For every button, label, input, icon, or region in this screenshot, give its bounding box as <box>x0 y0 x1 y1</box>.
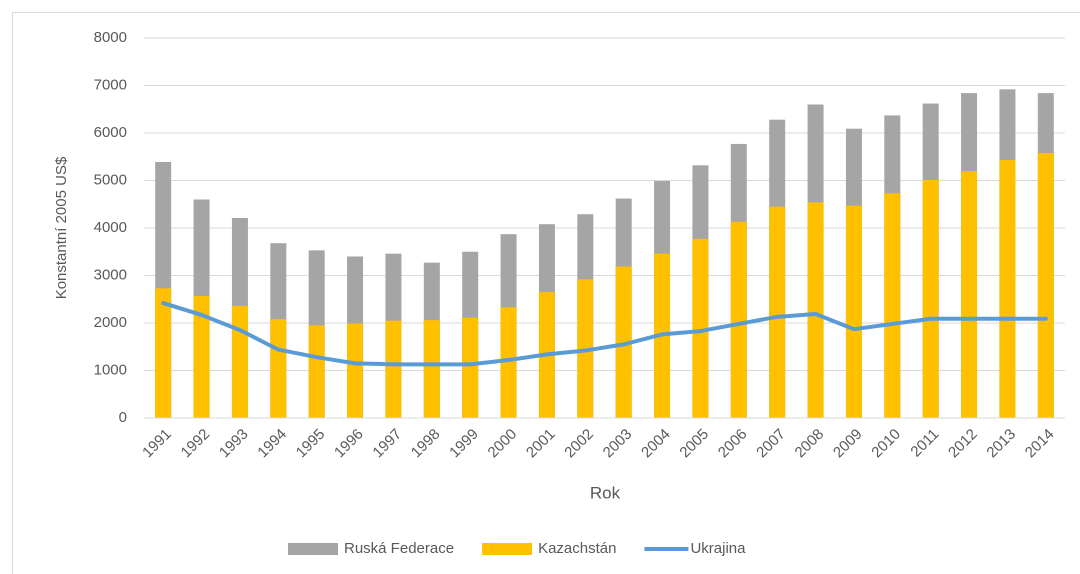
x-tick-label: 2006 <box>715 426 751 462</box>
x-tick-label: 2000 <box>485 426 521 462</box>
x-tick-label: 2009 <box>830 426 866 462</box>
legend-swatch <box>482 543 533 555</box>
y-tick-label: 0 <box>119 409 127 426</box>
line <box>161 301 1048 367</box>
y-tick-label: 4000 <box>94 219 127 236</box>
bar <box>807 202 824 418</box>
x-tick-label: 1994 <box>254 426 290 462</box>
x-tick-label: 2007 <box>753 426 789 462</box>
x-axis-title: Rok <box>590 483 621 502</box>
bar <box>193 295 210 418</box>
legend-swatch <box>288 543 338 555</box>
bar <box>1037 152 1054 418</box>
y-tick-label: 5000 <box>94 171 127 188</box>
x-tick-label: 1996 <box>331 426 367 462</box>
bar <box>884 193 901 418</box>
x-tick-label: 2012 <box>945 426 981 462</box>
y-tick-label: 7000 <box>94 76 127 93</box>
x-tick-label: 1998 <box>408 426 444 462</box>
y-tick-label: 3000 <box>94 266 127 283</box>
x-tick-label: 1997 <box>369 426 405 462</box>
bar <box>615 266 632 418</box>
bar <box>500 307 517 418</box>
bar <box>231 305 248 418</box>
bar <box>385 320 402 418</box>
legend-label: Ukrajina <box>690 540 746 557</box>
bar <box>462 317 479 418</box>
bar <box>730 221 747 418</box>
bar <box>423 320 440 418</box>
chart-border <box>12 12 1080 574</box>
bar <box>155 288 172 418</box>
bar <box>999 160 1016 418</box>
x-tick-label: 1999 <box>446 426 482 462</box>
y-tick-label: 8000 <box>94 29 127 46</box>
legend-label: Ruská Federace <box>344 540 454 557</box>
x-tick-label: 2013 <box>983 426 1019 462</box>
y-axis-title: Konstantní 2005 US$ <box>53 156 70 299</box>
y-tick-label: 1000 <box>94 361 127 378</box>
x-tick-label: 2002 <box>561 426 597 462</box>
y-tick-label: 2000 <box>94 314 127 331</box>
x-tick-label: 1995 <box>293 426 329 462</box>
x-tick-label: 1993 <box>216 426 252 462</box>
bar <box>922 180 939 418</box>
bar <box>769 206 786 418</box>
x-tick-label: 2003 <box>600 426 636 462</box>
x-tick-label: 2004 <box>638 426 674 462</box>
bar <box>270 319 287 418</box>
x-tick-label: 1991 <box>139 426 175 462</box>
x-tick-label: 2005 <box>676 426 712 462</box>
bar <box>692 238 709 418</box>
x-tick-label: 2001 <box>523 426 559 462</box>
x-tick-label: 1992 <box>178 426 214 462</box>
bar <box>347 323 364 418</box>
x-tick-label: 2008 <box>792 426 828 462</box>
bar <box>845 205 862 418</box>
x-tick-label: 2014 <box>1022 426 1058 462</box>
x-tick-label: 2011 <box>907 426 942 461</box>
bar <box>961 171 978 418</box>
x-tick-label: 2010 <box>868 426 904 462</box>
legend-label: Kazachstán <box>538 540 616 557</box>
y-tick-label: 6000 <box>94 124 127 141</box>
bar <box>308 325 325 418</box>
